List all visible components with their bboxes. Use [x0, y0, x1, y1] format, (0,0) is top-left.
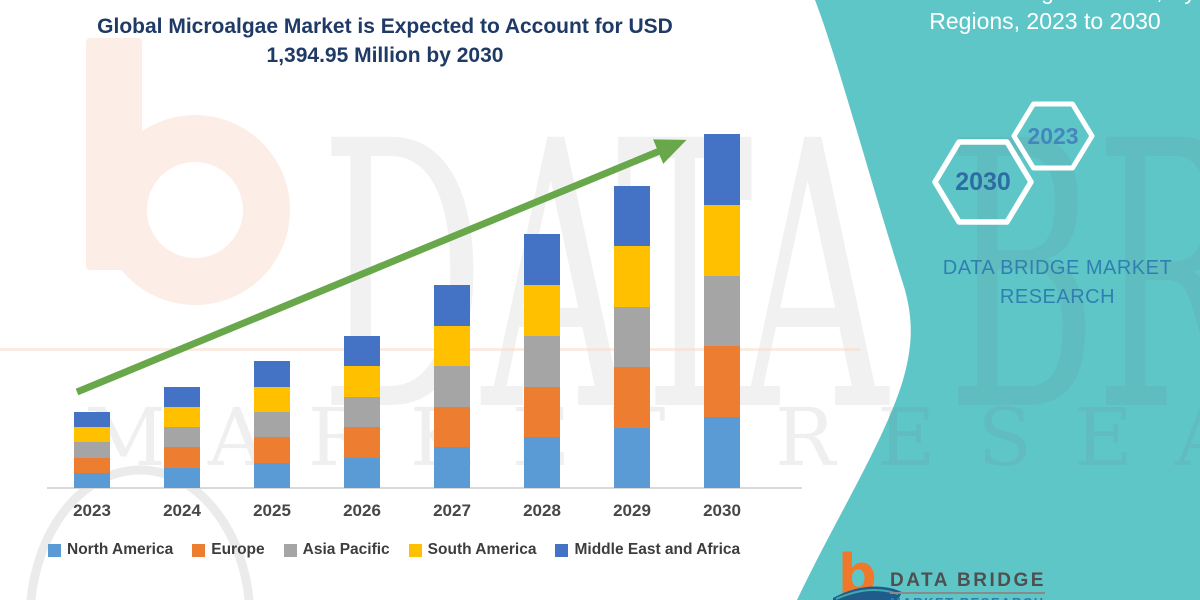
bar-segment-north-america-2027 [434, 447, 470, 488]
bar-segment-south-america-2030 [704, 204, 740, 276]
hexagon-2030-label: 2030 [955, 168, 1011, 196]
bar-segment-asia-pacific-2026 [344, 396, 380, 428]
legend-item-middle-east-and-africa: Middle East and Africa [555, 541, 740, 559]
legend-label-south-america: South America [427, 541, 537, 558]
bar-segment-asia-pacific-2030 [704, 275, 740, 347]
bar-segment-europe-2026 [344, 427, 380, 458]
x-axis-line [47, 487, 802, 489]
legend-label-europe: Europe [211, 541, 265, 558]
hexagon-2023-label: 2023 [1027, 123, 1079, 149]
bar-segment-north-america-2024 [164, 467, 200, 488]
hexagon-2030 [932, 139, 1034, 225]
bar-segment-north-america-2026 [344, 457, 380, 488]
bar-segment-middle-east-and-africa-2030 [704, 134, 740, 205]
bar-segment-asia-pacific-2025 [254, 411, 290, 438]
x-axis-label-2026: 2026 [343, 501, 381, 520]
logo-subtext-clipped: MARKET RESEARCH [890, 595, 1080, 600]
bar-segment-south-america-2024 [164, 406, 200, 428]
hexagon-2023 [1011, 101, 1095, 171]
bar-segment-north-america-2025 [254, 462, 290, 488]
bar-segment-north-america-2030 [704, 417, 740, 488]
x-axis-label-2029: 2029 [613, 501, 651, 520]
legend-swatch-middle-east-and-africa [555, 543, 569, 557]
legend-item-europe: Europe [192, 541, 265, 559]
chart-legend: North America Europe Asia Pacific South Ame… [48, 541, 778, 559]
bar-segment-europe-2023 [74, 457, 110, 473]
x-axis-label-2025: 2025 [253, 501, 291, 520]
legend-swatch-north-america [48, 543, 61, 557]
bar-segment-europe-2030 [704, 346, 740, 418]
chart-title: Global Microalgae Market is Expected to … [40, 12, 730, 70]
sidebar-brand-line1: DATA BRIDGE MARKET [942, 257, 1173, 279]
bar-segment-north-america-2028 [524, 437, 560, 488]
bar-segment-asia-pacific-2024 [164, 427, 200, 448]
legend-swatch-europe [192, 543, 206, 557]
legend-swatch-asia-pacific [283, 543, 297, 557]
chart-title-line2: 1,394.95 Million by 2030 [266, 44, 504, 67]
bar-segment-europe-2027 [434, 406, 470, 448]
sidebar-brand-line2: RESEARCH [999, 286, 1116, 308]
legend-label-north-america: North America [67, 541, 174, 558]
logo-wordmark: DATA BRIDGE [890, 570, 1046, 591]
sidebar-heading-clipped-line: Global Microalgae Market, By [890, 0, 1200, 7]
x-axis-label-2024: 2024 [163, 501, 201, 520]
x-axis-label-2027: 2027 [433, 501, 471, 520]
x-axis-label-2028: 2028 [523, 501, 561, 520]
legend-label-asia-pacific: Asia Pacific [302, 541, 390, 558]
legend-item-north-america: North America [48, 541, 173, 559]
bar-segment-asia-pacific-2023 [74, 442, 110, 458]
bar-segment-europe-2024 [164, 447, 200, 468]
x-axis-label-2030: 2030 [703, 501, 741, 520]
legend-label-middle-east-and-africa: Middle East and Africa [574, 541, 741, 558]
sidebar-heading: Regions, 2023 to 2030 [929, 8, 1161, 34]
bar-segment-europe-2025 [254, 437, 290, 463]
logo-underline [890, 592, 1045, 594]
legend-item-south-america: South America [408, 541, 537, 559]
legend-swatch-south-america [408, 543, 422, 557]
bar-segment-north-america-2029 [614, 427, 650, 488]
sidebar-brand: DATA BRIDGE MARKET RESEARCH [925, 254, 1190, 312]
legend-item-asia-pacific: Asia Pacific [283, 541, 390, 559]
x-axis-label-2023: 2023 [73, 501, 111, 520]
chart-title-line1: Global Microalgae Market is Expected to … [97, 15, 673, 38]
ghost-circle-outline [26, 465, 254, 600]
bar-segment-north-america-2023 [74, 472, 110, 488]
teal-panel-shape [797, 0, 1200, 600]
bar-segment-middle-east-and-africa-2023 [74, 411, 110, 428]
bar-segment-south-america-2023 [74, 427, 110, 443]
